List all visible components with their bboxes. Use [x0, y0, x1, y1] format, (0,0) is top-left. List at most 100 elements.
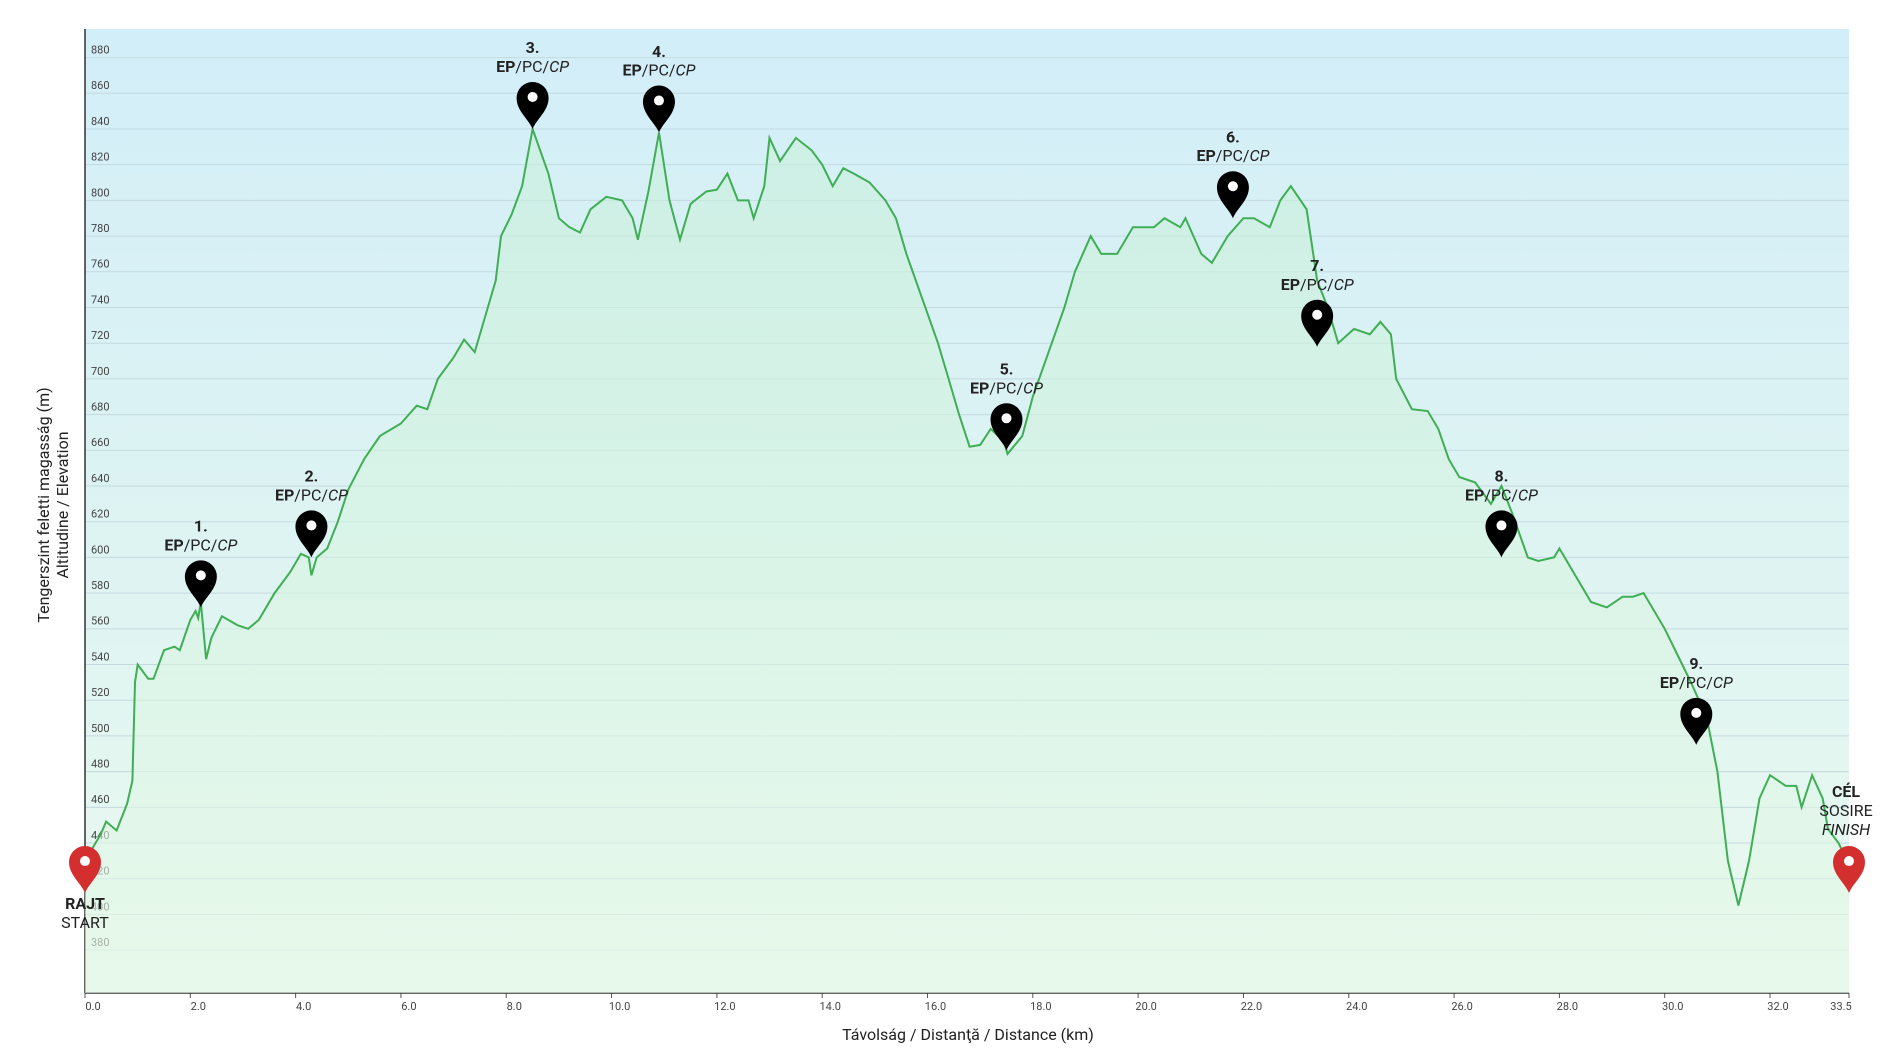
checkpoint-pin-shape [1301, 299, 1334, 347]
checkpoint-pin-shape [516, 81, 549, 129]
checkpoint-pin-dot [1691, 707, 1702, 718]
x-axis-title: Távolság / Distanţă / Distance (km) [842, 1025, 1094, 1044]
checkpoint-ep: EP [164, 536, 183, 555]
checkpoint-number: 4. [652, 42, 666, 61]
y-tick-label: 740 [91, 293, 110, 306]
checkpoint-pin [1301, 299, 1334, 347]
x-tick-label: 6.0 [401, 1000, 416, 1013]
checkpoint-pin [1216, 171, 1249, 219]
y-tick-label: 660 [91, 436, 110, 449]
checkpoint-pin-dot [1001, 413, 1012, 424]
y-tick-label: 500 [91, 722, 110, 735]
checkpoint-pc: /PC/ [184, 536, 218, 555]
y-tick-label: 700 [91, 365, 110, 378]
y-tick-label: 780 [91, 222, 110, 235]
finish-label: FINISH [1822, 820, 1870, 839]
finish-pin-shape [1833, 846, 1865, 894]
checkpoint-pin-shape [1680, 697, 1713, 745]
finish-pin [1833, 846, 1865, 894]
y-tick-label: 560 [91, 615, 110, 628]
checkpoint-pin-dot [653, 95, 664, 106]
checkpoint-pin [295, 510, 328, 558]
checkpoint-number: 6. [1226, 127, 1240, 146]
checkpoint-pin-dot [306, 520, 317, 531]
checkpoint-number: 8. [1495, 467, 1509, 486]
y-tick-label: 760 [91, 258, 110, 271]
y-tick-label: 800 [91, 186, 110, 199]
checkpoint-pin [990, 403, 1023, 451]
x-tick-label: 14.0 [819, 1000, 840, 1013]
checkpoint-ep: EP [275, 486, 294, 505]
checkpoint-pc: /PC/ [642, 61, 676, 80]
y-tick-label: 540 [91, 650, 110, 663]
checkpoint-number: 9. [1689, 654, 1703, 673]
checkpoint-number: 2. [305, 467, 319, 486]
checkpoint-pin-dot [1496, 520, 1507, 531]
x-tick-label: 10.0 [609, 1000, 630, 1013]
checkpoint-number: 3. [526, 38, 540, 57]
checkpoint-cp: CP [1518, 486, 1538, 505]
checkpoint-pin [516, 81, 549, 129]
y-tick-label: 460 [91, 793, 110, 806]
checkpoint-ep: EP [1196, 146, 1215, 165]
checkpoint-cp: CP [1713, 673, 1733, 692]
elevation-line [84, 125, 1850, 906]
finish-pin-dot [1844, 856, 1854, 867]
x-tick-label: 16.0 [925, 1000, 946, 1013]
checkpoint-cp: CP [549, 57, 569, 76]
checkpoint-cp: CP [1023, 379, 1043, 398]
checkpoint-code: EP/PC/CP [164, 536, 237, 555]
checkpoint-pin [184, 560, 217, 608]
checkpoint-pin-shape [990, 403, 1023, 451]
x-tick-label: 2.0 [191, 1000, 206, 1013]
checkpoint-pin [1485, 510, 1518, 558]
x-tick-label: 33.5 [1830, 1000, 1851, 1013]
checkpoint-pin-shape [1485, 510, 1518, 558]
checkpoint-pin [642, 85, 675, 133]
y-axis-title: Altitudine / Elevation [53, 431, 72, 578]
y-tick-label: 840 [91, 115, 110, 128]
checkpoint-pc: /PC/ [989, 379, 1023, 398]
x-tick-label: 12.0 [714, 1000, 735, 1013]
checkpoint-pin-dot [1312, 309, 1323, 320]
checkpoint-pin-dot [1227, 181, 1238, 192]
checkpoint-number: 1. [194, 517, 208, 536]
x-tick-label: 28.0 [1557, 1000, 1578, 1013]
y-tick-label: 520 [91, 686, 110, 699]
checkpoint-pin-shape [295, 510, 328, 558]
checkpoint-pin-shape [184, 560, 217, 608]
start-pin [69, 846, 101, 894]
x-tick-label: 24.0 [1346, 1000, 1367, 1013]
start-label: START [61, 913, 109, 932]
x-tick-label: 26.0 [1451, 1000, 1472, 1013]
checkpoint-code: EP/PC/CP [970, 379, 1043, 398]
checkpoint-code: EP/PC/CP [1281, 275, 1354, 294]
x-tick-label: 0.0 [85, 1000, 100, 1013]
checkpoint-code: EP/PC/CP [622, 61, 695, 80]
checkpoint-ep: EP [622, 61, 641, 80]
y-tick-label: 720 [91, 329, 110, 342]
checkpoint-pc: /PC/ [1484, 486, 1518, 505]
x-tick-label: 32.0 [1767, 1000, 1788, 1013]
x-tick-label: 22.0 [1241, 1000, 1262, 1013]
checkpoint-ep: EP [970, 379, 989, 398]
y-tick-label: 600 [91, 543, 110, 556]
checkpoint-code: EP/PC/CP [1660, 673, 1733, 692]
y-tick-label: 580 [91, 579, 110, 592]
start-pin-dot [80, 856, 90, 867]
checkpoint-number: 7. [1310, 256, 1324, 275]
elevation-area [85, 129, 1849, 993]
x-tick-label: 8.0 [507, 1000, 522, 1013]
y-tick-label: 860 [91, 79, 110, 92]
x-tick-label: 18.0 [1030, 1000, 1051, 1013]
start-pin-shape [69, 846, 101, 894]
finish-label: SOSIRE [1819, 801, 1872, 820]
checkpoint-pin [1680, 697, 1713, 745]
checkpoint-code: EP/PC/CP [1465, 486, 1538, 505]
y-tick-label: 820 [91, 151, 110, 164]
checkpoint-pc: /PC/ [1679, 673, 1713, 692]
x-tick-label: 30.0 [1662, 1000, 1683, 1013]
x-tick-label: 20.0 [1135, 1000, 1156, 1013]
finish-label: CÉL [1832, 782, 1860, 801]
checkpoint-pc: /PC/ [1216, 146, 1250, 165]
